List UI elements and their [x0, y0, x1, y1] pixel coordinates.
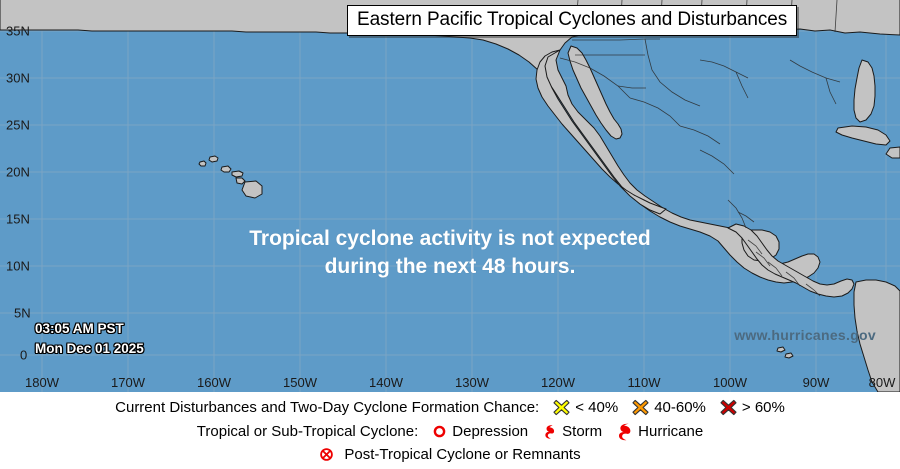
lon-label-140W: 140W: [369, 375, 403, 390]
ocean-background: [0, 0, 900, 392]
baja-california-peninsula: [567, 45, 623, 140]
legend-depression[interactable]: Depression: [432, 423, 528, 440]
legend-hurricane-label: Hurricane: [638, 423, 704, 440]
map-graphic: [0, 0, 900, 392]
legend-chance-40-60-label: 40-60%: [654, 399, 706, 416]
lat-label-30N: 30N: [6, 70, 30, 86]
lat-label-10N: 10N: [6, 258, 30, 274]
lon-label-150W: 150W: [283, 375, 317, 390]
legend-chance-40-60[interactable]: 40-60%: [632, 399, 706, 416]
legend-cyclone-row: Tropical or Sub-Tropical Cyclone: Depres…: [0, 420, 900, 443]
legend-chance-lt40-label: < 40%: [575, 399, 619, 416]
lon-label-160W: 160W: [197, 375, 231, 390]
storm-spiral-icon: [542, 424, 557, 440]
legend-depression-label: Depression: [452, 423, 529, 440]
lon-label-130W: 130W: [455, 375, 489, 390]
legend-chance-gt60[interactable]: > 60%: [720, 399, 785, 416]
legend-panel: Current Disturbances and Two-Day Cyclone…: [0, 392, 900, 469]
legend-hurricane[interactable]: Hurricane: [616, 423, 703, 441]
lat-label-5N: 5N: [14, 305, 31, 321]
legend-post-tropical-label: Post-Tropical Cyclone or Remnants: [344, 446, 581, 463]
website-watermark: www.hurricanes.gov: [734, 327, 876, 343]
lat-label-20N: 20N: [6, 164, 30, 180]
message-line-2: during the next 48 hours.: [324, 254, 576, 278]
no-activity-message: Tropical cyclone activity is not expecte…: [0, 225, 900, 280]
landmass-group: [0, 0, 900, 392]
political-borders: [559, 0, 841, 297]
legend-storm[interactable]: Storm: [542, 423, 602, 440]
south-america-northwest: [853, 279, 900, 392]
legend-chance-lt40[interactable]: < 40%: [553, 399, 618, 416]
legend-chance-gt60-label: > 60%: [741, 399, 785, 416]
lat-label-25N: 25N: [6, 117, 30, 133]
lat-label-0: 0: [20, 347, 28, 363]
x-marker-orange-icon: [632, 399, 649, 416]
post-tropical-icon: [319, 447, 334, 462]
depression-circle-icon: [432, 424, 447, 439]
lat-label-35N: 35N: [6, 23, 30, 39]
lon-label-110W: 110W: [627, 375, 661, 390]
x-marker-yellow-icon: [553, 399, 570, 416]
legend-formation-chance-row: Current Disturbances and Two-Day Cyclone…: [0, 395, 900, 420]
map-panel[interactable]: 35N 30N 25N 20N 15N 10N 5N 0 180W 170W 1…: [0, 0, 900, 392]
lon-label-120W: 120W: [541, 375, 575, 390]
north-america-landmass: [0, 0, 900, 284]
legend-row2-label: Tropical or Sub-Tropical Cyclone:: [196, 423, 419, 440]
lon-label-100W: 100W: [713, 375, 747, 390]
hawaii-islands: [198, 155, 263, 199]
legend-post-tropical-row[interactable]: Post-Tropical Cyclone or Remnants: [0, 443, 900, 466]
message-line-1: Tropical cyclone activity is not expecte…: [249, 227, 651, 250]
lon-label-80W: 80W: [868, 375, 896, 390]
florida-peninsula: [853, 59, 876, 123]
hispaniola-island: [885, 146, 900, 159]
central-america-isthmus: [727, 223, 855, 298]
timestamp-time: 03:05 AM PST: [35, 321, 124, 336]
legend-storm-label: Storm: [562, 423, 603, 440]
lon-label-180W: 180W: [25, 375, 59, 390]
lat-label-15N: 15N: [6, 211, 30, 227]
hurricane-spiral-icon: [616, 423, 633, 441]
legend-row1-label: Current Disturbances and Two-Day Cyclone…: [115, 399, 540, 416]
lon-label-90W: 90W: [802, 375, 830, 390]
timestamp-block: 03:05 AM PST Mon Dec 01 2025: [35, 319, 144, 358]
x-marker-red-icon: [720, 399, 737, 416]
timestamp-date: Mon Dec 01 2025: [35, 340, 144, 356]
lon-label-170W: 170W: [111, 375, 145, 390]
map-title-box: Eastern Pacific Tropical Cyclones and Di…: [347, 5, 798, 36]
mexico-west-coast: [535, 49, 667, 215]
cuba-island: [835, 125, 891, 146]
galapagos-islands: [776, 346, 794, 359]
